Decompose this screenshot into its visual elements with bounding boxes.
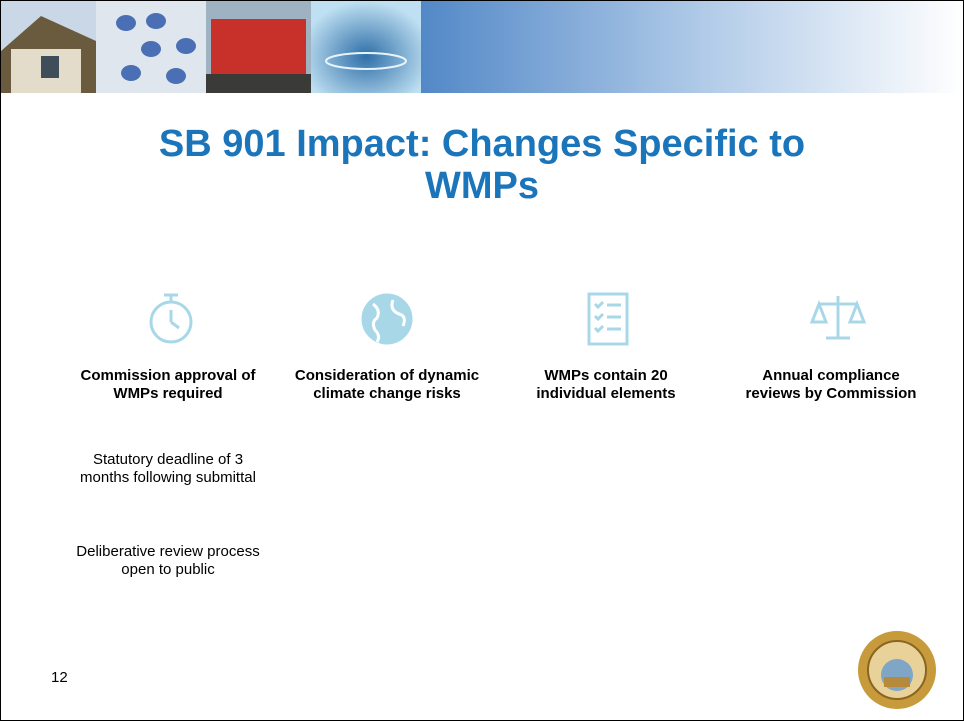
column-heading: Consideration of dynamic climate change …: [292, 367, 482, 403]
scales-icon: [812, 296, 864, 338]
globe-icon: [363, 295, 411, 343]
banner: [1, 1, 963, 93]
icons: [1, 286, 963, 356]
state-seal: [856, 629, 938, 711]
column-heading: Commission approval of WMPs required: [73, 367, 263, 403]
checklist-icon: [589, 294, 627, 344]
stopwatch-icon: [151, 295, 191, 342]
column-note: Statutory deadline of 3 months following…: [73, 451, 263, 487]
slide-title: SB 901 Impact: Changes Specific to WMPs: [101, 123, 863, 207]
column-heading: WMPs contain 20 individual elements: [511, 367, 701, 403]
page-number: 12: [51, 669, 68, 686]
slide: SB 901 Impact: Changes Specific to WMPs …: [0, 0, 964, 721]
column-heading: Annual compliance reviews by Commission: [736, 367, 926, 403]
column-note: Deliberative review process open to publ…: [73, 543, 263, 579]
